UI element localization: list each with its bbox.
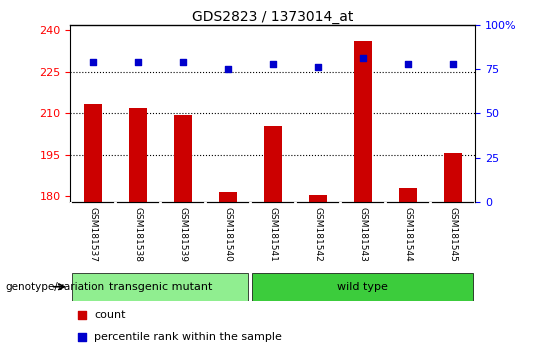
Point: [89, 59, 97, 65]
Text: count: count: [94, 310, 126, 320]
Point: [403, 61, 412, 67]
Text: GSM181539: GSM181539: [178, 207, 187, 262]
Point: [78, 312, 87, 318]
Text: GSM181541: GSM181541: [268, 207, 277, 262]
Text: GSM181542: GSM181542: [313, 207, 322, 262]
Text: GSM181544: GSM181544: [403, 207, 412, 262]
Point: [359, 56, 367, 61]
Point: [313, 64, 322, 70]
Text: genotype/variation: genotype/variation: [5, 282, 105, 292]
Bar: [84, 104, 102, 202]
Text: GSM181537: GSM181537: [88, 207, 97, 262]
Text: GSM181540: GSM181540: [223, 207, 232, 262]
Bar: [174, 115, 192, 202]
Text: GSM181543: GSM181543: [358, 207, 367, 262]
Bar: [72, 273, 248, 301]
Bar: [252, 273, 473, 301]
Bar: [309, 195, 327, 202]
Bar: [129, 108, 147, 202]
Bar: [264, 126, 282, 202]
Text: GSM181545: GSM181545: [448, 207, 457, 262]
Title: GDS2823 / 1373014_at: GDS2823 / 1373014_at: [192, 10, 353, 24]
Bar: [444, 153, 462, 202]
Text: transgenic mutant: transgenic mutant: [109, 282, 212, 292]
Bar: [354, 41, 372, 202]
Bar: [219, 192, 237, 202]
Point: [133, 59, 142, 65]
Text: wild type: wild type: [338, 282, 388, 292]
Point: [178, 59, 187, 65]
Point: [224, 66, 232, 72]
Text: percentile rank within the sample: percentile rank within the sample: [94, 332, 282, 342]
Point: [268, 61, 277, 67]
Point: [78, 334, 87, 339]
Point: [448, 61, 457, 67]
Bar: [399, 188, 417, 202]
Text: GSM181538: GSM181538: [133, 207, 142, 262]
